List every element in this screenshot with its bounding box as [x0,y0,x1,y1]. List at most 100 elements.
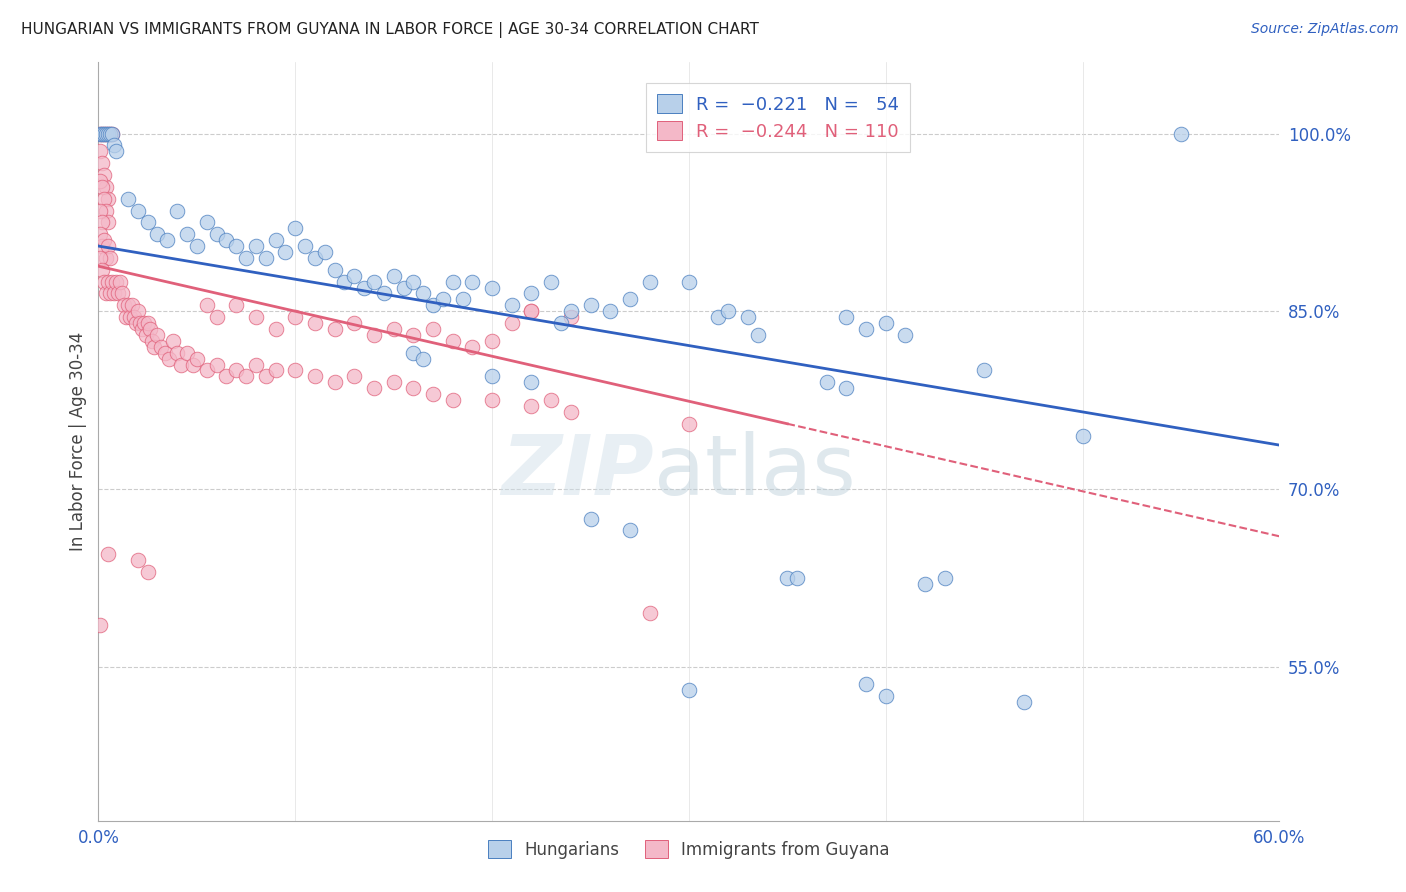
Point [402,345,425,359]
Point [103,286,125,301]
Point [146,327,169,342]
Point [127,553,149,567]
Point [638,607,661,621]
Point [520,304,543,318]
Point [150,340,173,354]
Point [235,369,257,384]
Point [157,351,180,366]
Point [215,369,238,384]
Point [254,251,277,265]
Point [215,233,238,247]
Point [225,298,247,312]
Point [323,322,346,336]
Point [146,227,169,242]
Point [128,316,150,330]
Point [96,127,118,141]
Point [98,127,121,141]
Point [245,358,267,372]
Point [599,304,621,318]
Text: Source: ZipAtlas.com: Source: ZipAtlas.com [1251,22,1399,37]
Point [96,203,118,218]
Point [422,298,444,312]
Point [323,376,346,390]
Point [91,127,114,141]
Point [176,345,198,359]
Point [89,618,111,632]
Point [284,363,307,377]
Point [121,298,143,312]
Point [122,310,145,325]
Point [97,127,120,141]
Point [105,145,128,159]
Point [98,127,121,141]
Point [96,127,118,141]
Point [141,334,163,348]
Point [1071,428,1094,442]
Text: atlas: atlas [654,432,855,512]
Point [934,571,956,585]
Point [125,316,148,330]
Point [97,547,120,561]
Point [304,251,326,265]
Point [170,358,193,372]
Point [91,156,114,170]
Point [107,286,129,301]
Text: HUNGARIAN VS IMMIGRANTS FROM GUYANA IN LABOR FORCE | AGE 30-34 CORRELATION CHART: HUNGARIAN VS IMMIGRANTS FROM GUYANA IN L… [21,22,759,38]
Point [520,286,543,301]
Point [914,576,936,591]
Point [333,275,356,289]
Point [205,310,228,325]
Point [93,168,115,182]
Point [560,310,582,325]
Point [91,179,114,194]
Point [560,405,582,419]
Point [274,244,297,259]
Point [343,316,366,330]
Point [91,215,114,229]
Point [162,334,184,348]
Point [284,221,307,235]
Point [284,310,307,325]
Point [112,298,135,312]
Point [181,358,204,372]
Point [132,316,155,330]
Point [91,127,114,141]
Legend: Hungarians, Immigrants from Guyana: Hungarians, Immigrants from Guyana [481,833,897,865]
Point [875,690,897,704]
Y-axis label: In Labor Force | Age 30-34: In Labor Force | Age 30-34 [69,332,87,551]
Point [501,298,523,312]
Point [894,327,917,342]
Point [166,345,188,359]
Point [91,262,114,277]
Point [412,351,434,366]
Point [264,322,287,336]
Point [89,145,111,159]
Point [127,304,149,318]
Point [304,369,326,384]
Point [382,322,405,336]
Point [323,262,346,277]
Point [89,127,111,141]
Point [103,138,125,153]
Point [353,280,375,294]
Point [97,127,120,141]
Point [93,192,115,206]
Point [117,298,139,312]
Point [973,363,995,377]
Point [101,127,124,141]
Point [93,275,115,289]
Point [451,293,474,307]
Point [501,316,523,330]
Point [93,233,115,247]
Point [176,227,198,242]
Point [166,203,188,218]
Point [156,233,179,247]
Point [520,376,543,390]
Point [579,511,602,525]
Point [155,345,177,359]
Point [412,286,434,301]
Point [441,334,464,348]
Point [560,304,582,318]
Point [540,393,562,408]
Point [737,310,759,325]
